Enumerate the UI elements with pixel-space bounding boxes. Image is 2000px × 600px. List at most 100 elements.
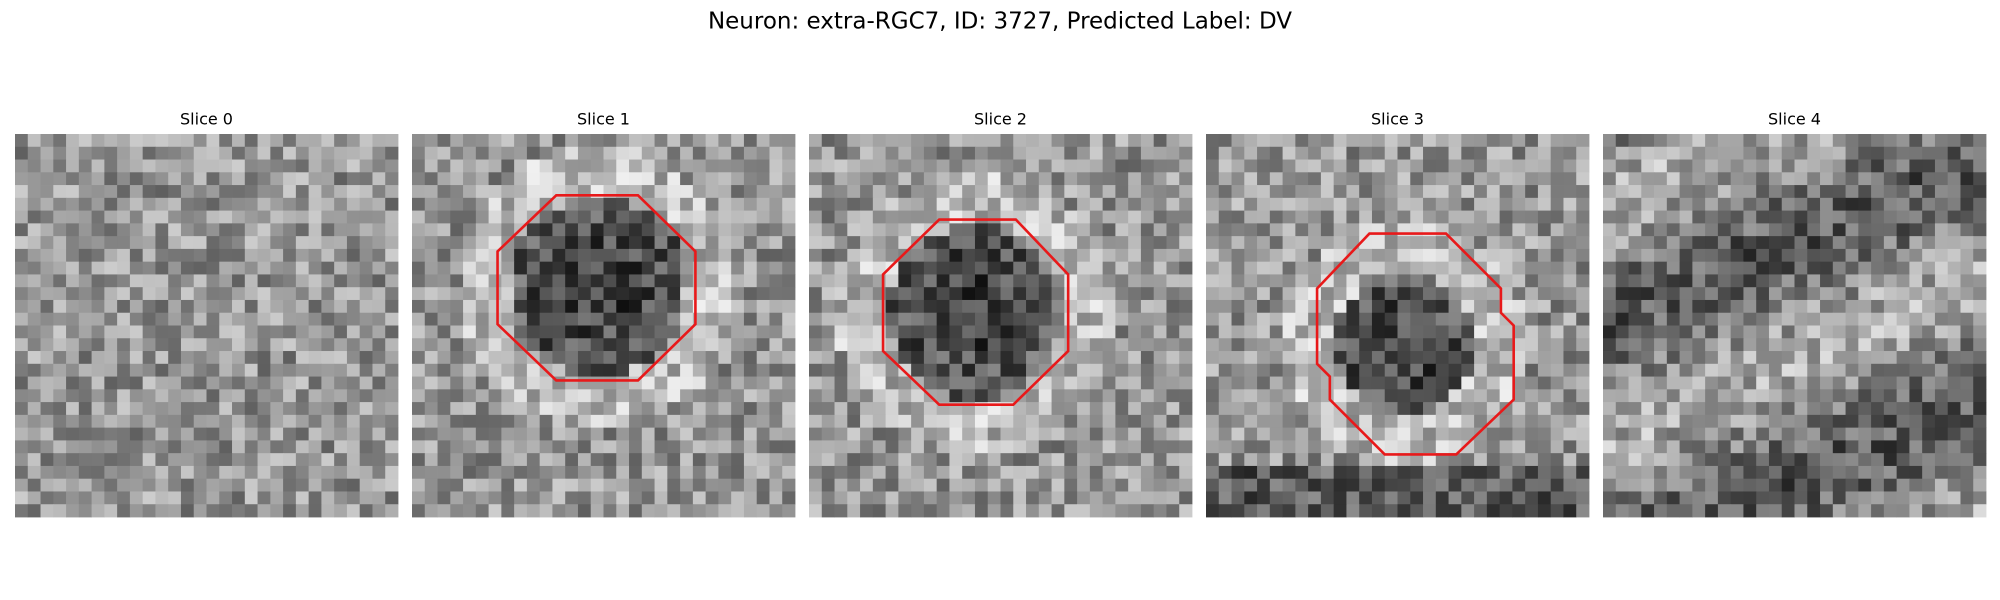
pixel xyxy=(193,491,207,505)
pixel xyxy=(1807,185,1821,199)
pixel xyxy=(219,159,233,173)
pixel xyxy=(359,159,373,173)
pixel xyxy=(1871,197,1885,211)
pixel xyxy=(1909,427,1923,441)
pixel xyxy=(270,427,284,441)
pixel xyxy=(27,274,41,288)
pixel xyxy=(463,274,477,288)
pixel xyxy=(1423,248,1437,263)
pixel xyxy=(1308,325,1322,339)
pixel xyxy=(526,491,541,505)
pixel xyxy=(821,172,835,186)
pixel xyxy=(475,478,489,492)
pixel xyxy=(232,261,246,275)
pixel xyxy=(974,312,989,326)
pixel xyxy=(475,223,489,237)
pixel xyxy=(1218,134,1232,148)
pixel xyxy=(936,159,950,173)
pixel xyxy=(1960,210,1974,224)
pixel xyxy=(526,185,541,199)
pixel xyxy=(1013,376,1027,390)
pixel xyxy=(1371,146,1386,160)
pixel xyxy=(590,389,604,403)
pixel xyxy=(1206,453,1220,467)
pixel xyxy=(1947,427,1961,441)
pixel xyxy=(809,465,823,480)
pixel xyxy=(1615,236,1629,250)
pixel xyxy=(1679,210,1693,224)
pixel xyxy=(232,414,246,429)
pixel xyxy=(1512,465,1526,480)
pixel xyxy=(321,414,335,429)
pixel xyxy=(1615,223,1629,237)
pixel xyxy=(1166,236,1180,250)
pixel xyxy=(860,478,874,492)
pixel xyxy=(1666,274,1680,288)
pixel xyxy=(1089,504,1104,518)
pixel xyxy=(1051,134,1065,148)
pixel xyxy=(898,146,912,160)
pixel xyxy=(1730,325,1744,339)
pixel xyxy=(1206,491,1220,505)
pixel xyxy=(987,287,1001,301)
pixel xyxy=(372,427,386,441)
pixel xyxy=(155,440,169,454)
pixel xyxy=(1244,236,1258,250)
pixel xyxy=(463,363,477,377)
pixel xyxy=(962,414,976,429)
pixel xyxy=(1397,427,1411,441)
pixel xyxy=(1615,185,1629,199)
pixel xyxy=(463,465,477,480)
pixel xyxy=(1794,351,1808,365)
pixel xyxy=(193,478,207,492)
pixel xyxy=(923,287,938,301)
pixel xyxy=(475,376,489,390)
pixel xyxy=(1896,376,1910,390)
pixel xyxy=(463,478,477,492)
pixel xyxy=(359,478,373,492)
pixel xyxy=(155,465,169,480)
pixel xyxy=(603,287,617,301)
pixel xyxy=(359,427,373,441)
pixel xyxy=(219,146,233,160)
pixel xyxy=(1947,134,1961,148)
pixel xyxy=(270,274,284,288)
pixel xyxy=(232,312,246,326)
pixel xyxy=(1384,465,1398,480)
pixel xyxy=(552,236,566,250)
pixel xyxy=(1794,363,1808,377)
pixel xyxy=(1051,159,1065,173)
pixel xyxy=(1934,478,1949,492)
pixel xyxy=(514,274,528,288)
pixel xyxy=(860,363,874,377)
pixel xyxy=(1026,453,1040,467)
pixel xyxy=(424,210,438,224)
pixel xyxy=(1743,389,1757,403)
pixel xyxy=(1359,504,1373,518)
pixel xyxy=(603,414,617,429)
pixel xyxy=(680,491,694,505)
pixel xyxy=(372,159,386,173)
pixel xyxy=(244,465,258,480)
pixel xyxy=(949,312,963,326)
pixel xyxy=(1922,414,1936,429)
pixel xyxy=(1077,504,1091,518)
pixel xyxy=(437,414,451,429)
pixel xyxy=(1257,376,1271,390)
pixel xyxy=(1537,287,1552,301)
pixel xyxy=(334,210,348,224)
pixel xyxy=(475,146,489,160)
pixel xyxy=(526,261,541,275)
pixel xyxy=(283,159,297,173)
pixel xyxy=(1115,325,1129,339)
pixel xyxy=(1705,197,1719,211)
pixel xyxy=(1537,197,1552,211)
pixel xyxy=(1077,197,1091,211)
pixel xyxy=(53,185,67,199)
pixel xyxy=(526,376,541,390)
pixel xyxy=(270,261,284,275)
pixel xyxy=(142,504,156,518)
pixel xyxy=(1807,312,1821,326)
pixel xyxy=(155,376,169,390)
pixel xyxy=(1679,465,1693,480)
